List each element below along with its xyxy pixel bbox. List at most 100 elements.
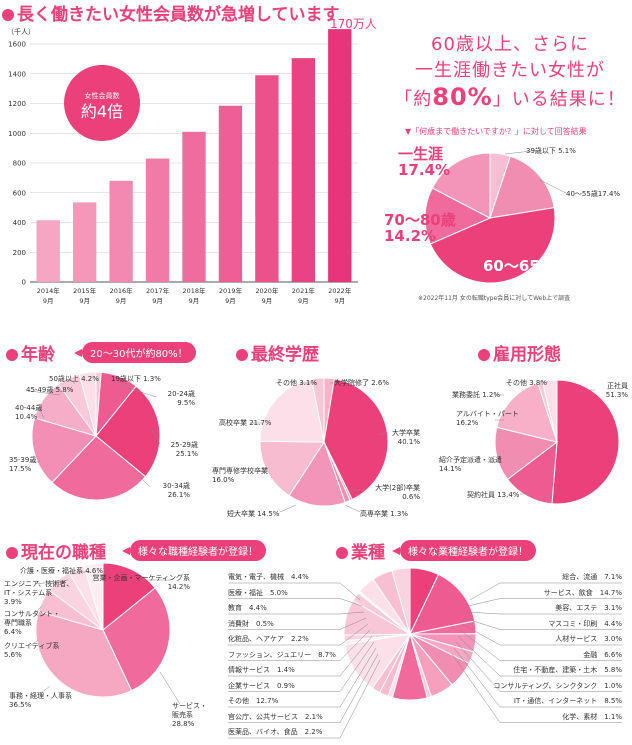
ind-right-label: コンサルティング、シンクタンク 1.0%	[493, 681, 622, 690]
edu-pie-slice	[311, 377, 325, 443]
emp-pie-slice	[551, 379, 620, 505]
age6065-label: 60〜65歳 46.1%	[483, 257, 613, 275]
age7080-label-b: 14.2%	[384, 227, 437, 245]
ind-left-label: 官公庁、公共サービス 2.1%	[228, 712, 323, 721]
job-label-creative-a: クリエイティブ系	[4, 642, 60, 650]
bar	[255, 75, 279, 282]
leader	[228, 641, 375, 692]
age-heading: 年齢	[6, 340, 55, 365]
edu-label-voc-b: 16.0%	[212, 476, 235, 484]
age39-label: 39歳以下 5.1%	[526, 147, 576, 155]
y-tick-label: 1600	[8, 41, 26, 49]
job-label-eng: エンジニア、技術者、 IT・システム系 3.9%	[4, 580, 73, 607]
leader	[139, 476, 151, 488]
ind-right-label: 化学、素材 1.1%	[562, 712, 622, 721]
leader	[69, 378, 76, 385]
age-label-20-b: 9.5%	[177, 399, 195, 407]
edu-pie-slice	[323, 378, 389, 501]
edu-pie-slice	[288, 440, 346, 507]
survey-pie-slice	[489, 155, 555, 219]
lifetime-label-a: 一生涯	[398, 145, 444, 163]
bullet-icon	[2, 9, 14, 21]
x-tick-label: 9月	[43, 297, 54, 305]
bar	[218, 105, 243, 282]
age-pie-slice	[78, 371, 97, 437]
edu-label-voc-a: 専門専修学校卒業	[212, 467, 268, 475]
job-label-consult-c: 6.4%	[4, 628, 22, 636]
leader	[504, 149, 541, 155]
survey-pie-slice	[431, 152, 491, 219]
age7080-label: 70〜80歳 14.2%	[384, 212, 456, 244]
age-label-30: 30-34歳 26.1%	[150, 482, 190, 500]
edu-heading: 最終学歴	[236, 340, 319, 365]
x-tick-label: 2019年	[219, 286, 243, 295]
leader	[539, 179, 567, 194]
ind-right-label: 金融 6.6%	[583, 650, 622, 659]
edu-pie-slice	[259, 378, 325, 443]
job-label-creative-b: 5.6%	[4, 651, 22, 659]
edu-label-jc: 短大卒業 14.5%	[227, 510, 280, 518]
x-tick-label: 2022年	[328, 286, 352, 295]
ind-heading-text: 業種	[351, 543, 385, 563]
age-heading-text: 年齢	[21, 345, 55, 365]
edu-label-univ-a: 大学卒業	[392, 429, 420, 437]
job-pie-slice	[83, 562, 104, 631]
emp-label-fulltime: 正社員 51.3%	[588, 382, 628, 400]
x-tick-label: 9月	[225, 297, 236, 305]
age-label-30-a: 30-34歳	[162, 482, 190, 490]
y-tick-label: 1200	[8, 100, 26, 108]
emp-label-other: その他 3.8%	[506, 379, 548, 387]
age-pie-slice	[31, 417, 97, 484]
edu-label-univ2-b: 0.6%	[402, 493, 420, 501]
msg-line2: 一生涯働きたい女性が	[415, 60, 605, 81]
ind-right-label: IT・通信、インターネット 8.5%	[513, 697, 622, 705]
members-heading-text: 長く働きたい女性会員数が急増しています	[17, 5, 340, 25]
y-tick-label: 800	[13, 160, 26, 168]
age4055-label: 40〜55歳17.4%	[566, 190, 621, 198]
job-pie-slice	[35, 610, 133, 698]
ind-right-label: マスコミ・印刷 4.4%	[548, 619, 622, 628]
emp-label-fulltime-b: 51.3%	[605, 391, 628, 399]
bar	[291, 58, 315, 282]
leader	[39, 409, 45, 419]
members-badge-circle	[64, 65, 140, 141]
leader	[228, 598, 363, 607]
x-tick-label: 2014年	[37, 286, 61, 295]
emp-pie-slice	[494, 426, 559, 481]
leader	[33, 605, 43, 615]
age-label-40-a: 40-44歳	[15, 404, 43, 412]
survey-pie-slice	[429, 207, 556, 284]
emp-label-dispatch-a: 紹介予定派遣・派遣	[439, 456, 502, 464]
age-badge: 20〜30代が約80%！	[74, 342, 196, 363]
job-label-eng-a: エンジニア、技術者、	[4, 580, 74, 588]
msg-num: 80%	[432, 83, 493, 111]
job-label-creative: クリエイティブ系 5.6%	[4, 642, 59, 660]
top-bar-label: 170万人	[330, 17, 377, 31]
survey-message: 60歳以上、さらに 一生涯働きたい女性が 「約80%」いる結果に！	[390, 32, 630, 113]
msg-post: 」いる結果に！	[492, 89, 626, 110]
job-heading-text: 現在の職種	[21, 543, 106, 563]
job-label-eng-b: IT・システム系	[4, 589, 53, 597]
leader	[228, 623, 369, 646]
members-heading: 長く働きたい女性会員数が急増しています	[2, 0, 340, 25]
bullet-icon	[6, 547, 18, 559]
ind-right-label: 住宅・不動産、建築・土木 5.8%	[513, 666, 622, 674]
bar	[73, 202, 97, 282]
emp-label-dispatch-b: 14.1%	[439, 465, 462, 473]
job-label-consult: コンサルタント・ 専門職系 6.4%	[4, 610, 60, 637]
leader	[29, 639, 39, 647]
age-label-25-b: 25.1%	[175, 450, 198, 458]
y-tick-label: 400	[13, 219, 26, 227]
leader	[228, 659, 381, 739]
survey-pie-slice	[424, 187, 492, 245]
x-tick-label: 9月	[79, 297, 90, 305]
y-tick-label: 1000	[8, 130, 26, 138]
edu-label-grad: 大学院修了 2.6%	[334, 379, 390, 387]
job-label-consult-b: 専門職系	[4, 619, 32, 627]
job-label-service: サービス・ 販売系 28.8%	[172, 702, 207, 729]
x-tick-label: 2020年	[255, 286, 279, 295]
leader	[461, 623, 622, 646]
emp-label-part: アルバイト・パート 16.2%	[456, 410, 519, 428]
survey-note: ※2022年11月 女の転職type会員に対してWeb上で調査	[418, 295, 571, 302]
